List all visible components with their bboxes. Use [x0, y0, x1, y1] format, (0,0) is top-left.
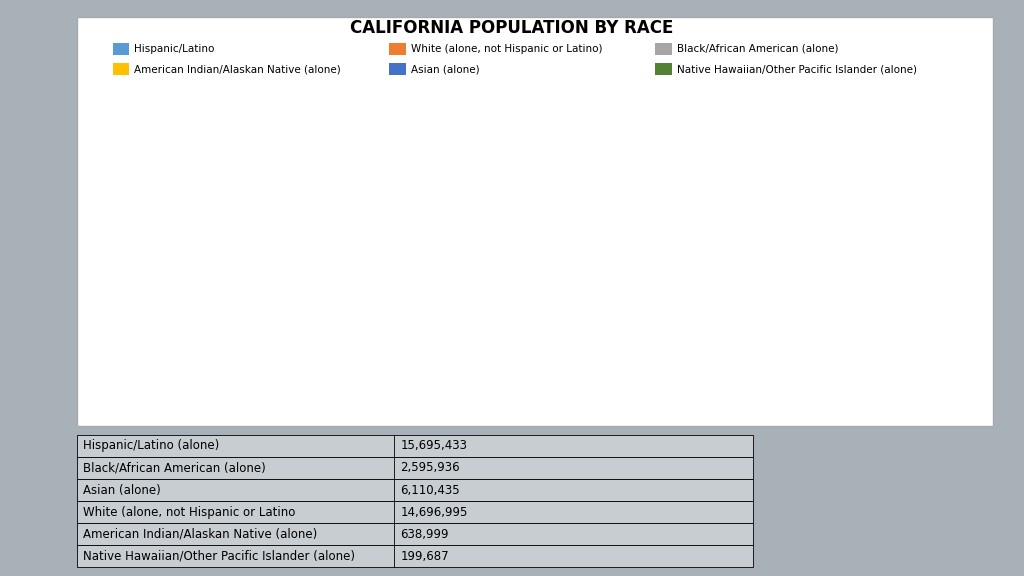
Text: 15%: 15% [470, 158, 503, 172]
Text: 638,999: 638,999 [400, 528, 450, 541]
Wedge shape [397, 165, 532, 248]
Text: Asian (alone): Asian (alone) [411, 64, 479, 74]
Text: Native Hawaiian/Other Pacific Islander (alone): Native Hawaiian/Other Pacific Islander (… [677, 64, 916, 74]
Text: 6,110,435: 6,110,435 [400, 484, 460, 497]
Wedge shape [527, 96, 532, 248]
Text: Hispanic/Latino: Hispanic/Latino [134, 44, 214, 54]
Text: 2%: 2% [416, 179, 439, 194]
Wedge shape [406, 96, 532, 248]
Text: Hispanic/Latino (alone): Hispanic/Latino (alone) [83, 439, 219, 452]
Text: 37%: 37% [477, 314, 510, 329]
Text: Native Hawaiian/Other Pacific Islander (alone): Native Hawaiian/Other Pacific Islander (… [83, 550, 355, 563]
Text: White (alone, not Hispanic or Latino: White (alone, not Hispanic or Latino [83, 506, 295, 518]
Text: Black/African American (alone): Black/African American (alone) [677, 44, 839, 54]
Wedge shape [532, 96, 684, 367]
Text: 1%: 1% [519, 119, 543, 133]
Text: 2,595,936: 2,595,936 [400, 461, 460, 475]
Text: Black/African American (alone): Black/African American (alone) [83, 461, 265, 475]
Text: American Indian/Alaskan Native (alone): American Indian/Alaskan Native (alone) [134, 64, 341, 74]
Wedge shape [381, 237, 627, 400]
Text: 199,687: 199,687 [400, 550, 450, 563]
Text: CALIFORNIA POPULATION BY RACE: CALIFORNIA POPULATION BY RACE [350, 19, 674, 37]
Text: 6%: 6% [416, 211, 439, 225]
Text: White (alone, not Hispanic or Latino): White (alone, not Hispanic or Latino) [411, 44, 602, 54]
Text: 39%: 39% [595, 213, 628, 227]
Wedge shape [381, 178, 532, 248]
Text: 15,695,433: 15,695,433 [400, 439, 468, 452]
Text: Asian (alone): Asian (alone) [83, 484, 161, 497]
Text: American Indian/Alaskan Native (alone): American Indian/Alaskan Native (alone) [83, 528, 317, 541]
Text: 14,696,995: 14,696,995 [400, 506, 468, 518]
